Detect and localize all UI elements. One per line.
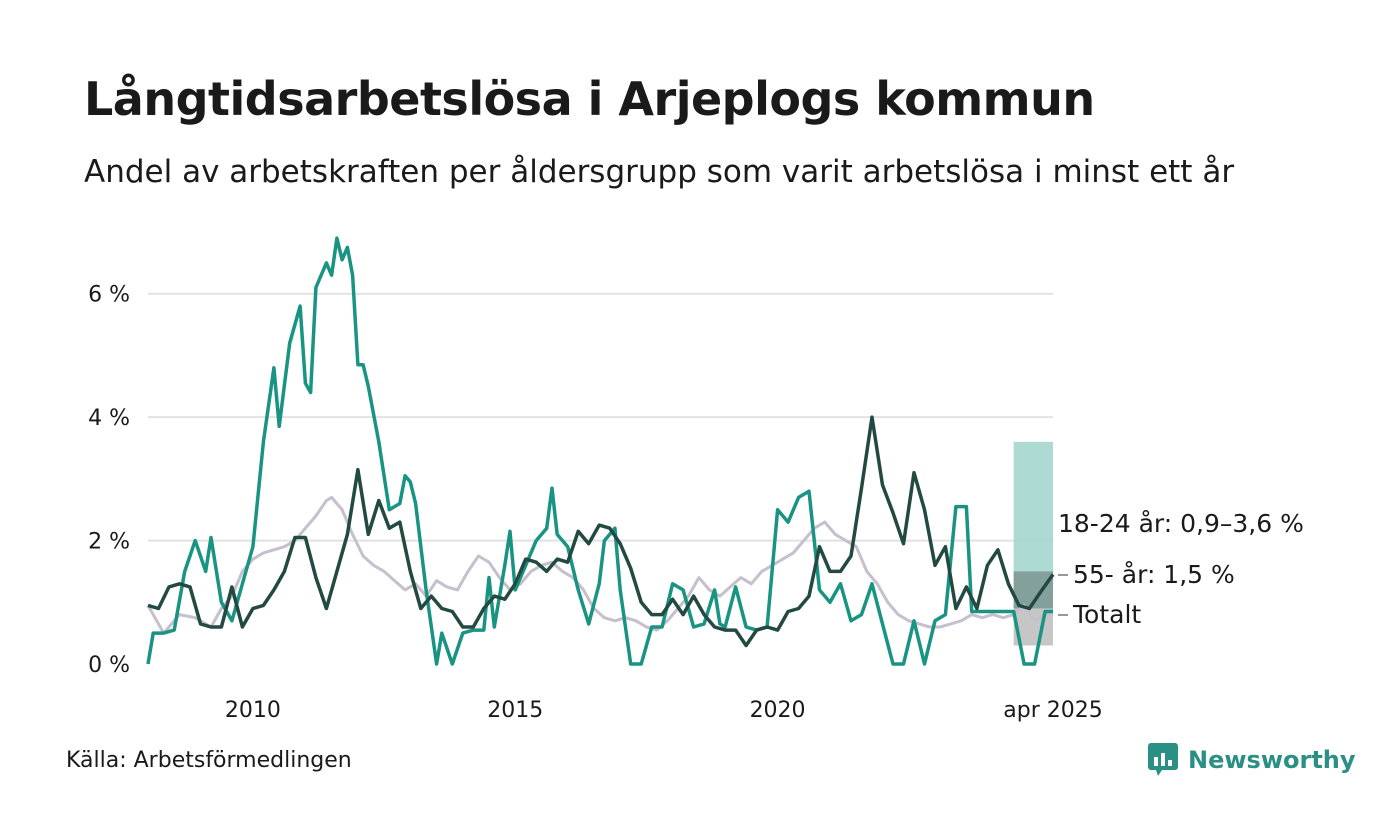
- x-tick-label: 2010: [225, 698, 281, 723]
- series-label-total: Totalt: [1072, 600, 1141, 629]
- x-tick-label: apr 2025: [1003, 698, 1102, 723]
- y-tick-label: 4 %: [88, 406, 130, 431]
- series-label-senior: 55- år: 1,5 %: [1073, 560, 1235, 589]
- y-tick-label: 2 %: [88, 530, 130, 555]
- y-tick-label: 6 %: [88, 283, 130, 308]
- x-tick-label: 2015: [487, 698, 543, 723]
- chart-title: Långtidsarbetslösa i Arjeplogs kommun: [84, 72, 1095, 126]
- brand-name: Newsworthy: [1188, 746, 1356, 774]
- series-line-senior: [147, 415, 1055, 648]
- chart-subtitle: Andel av arbetskraften per åldersgrupp s…: [84, 154, 1235, 190]
- series-line-youth: [146, 236, 1053, 666]
- series-line-total: [146, 495, 1053, 635]
- y-tick-label: 0 %: [88, 653, 130, 678]
- line-chart: 0 % 2 % 4 % 6 % 2010 2015 2020 apr 2025 Totalt 18…: [88, 236, 1304, 723]
- series-label-youth: 18-24 år: 0,9–3,6 %: [1058, 509, 1304, 538]
- x-tick-label: 2020: [750, 698, 806, 723]
- newsworthy-logo-icon: [1148, 743, 1178, 776]
- brand-logo: Newsworthy: [1148, 743, 1356, 777]
- source-note: Källa: Arbetsförmedlingen: [66, 748, 352, 773]
